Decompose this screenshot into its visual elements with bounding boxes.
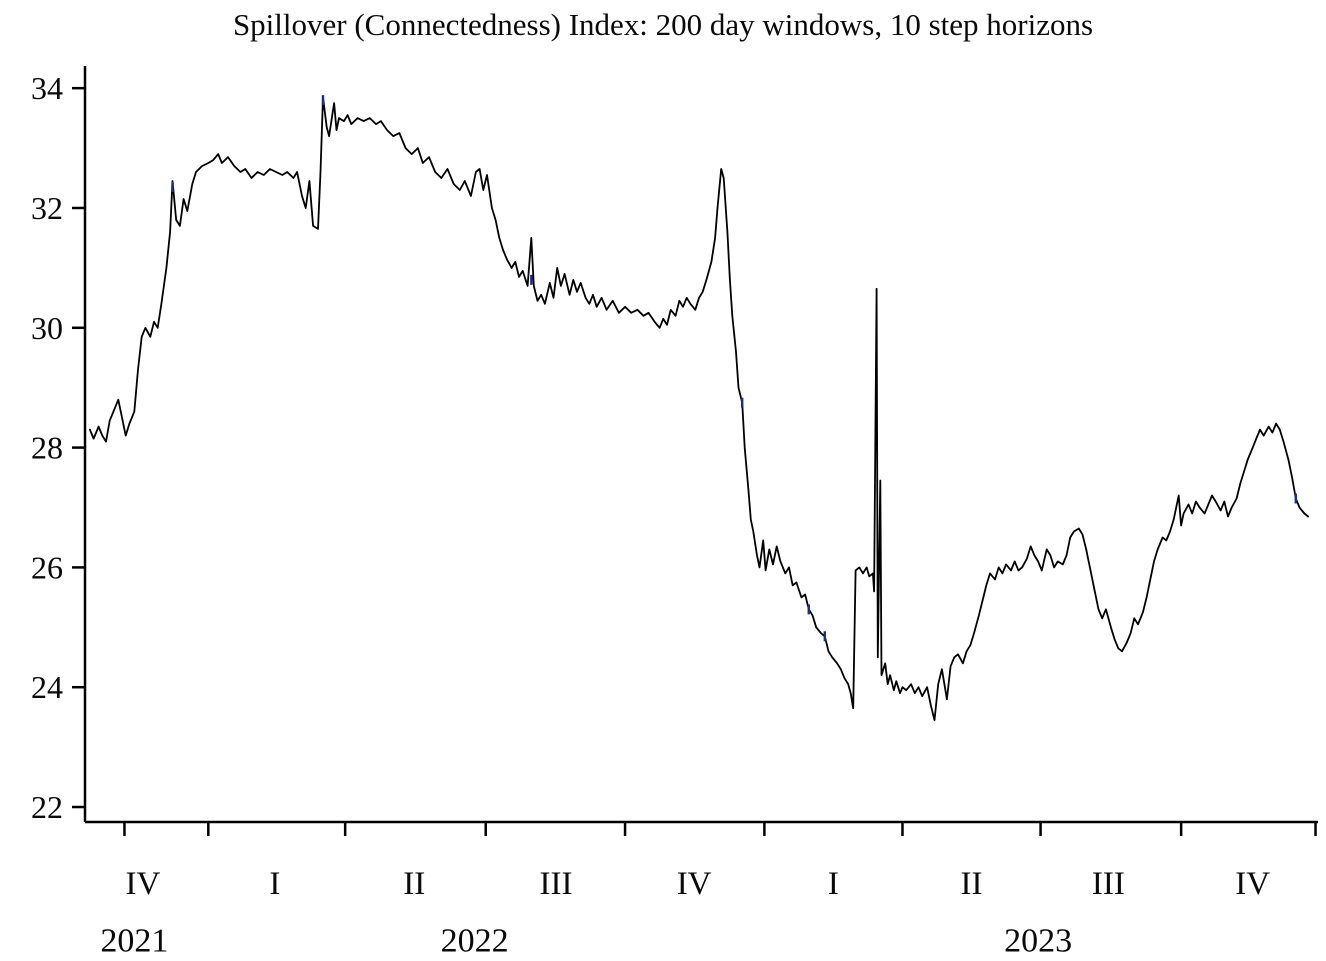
x-quarter-label: III xyxy=(1092,866,1125,902)
x-quarter-label: III xyxy=(540,866,573,902)
y-tick-label: 24 xyxy=(31,669,63,705)
y-tick-label: 32 xyxy=(31,190,63,226)
highlight-marks xyxy=(171,95,1298,642)
x-quarter-label: IV xyxy=(677,866,712,902)
x-year-label: 2021 xyxy=(100,923,168,960)
x-year-label: 2022 xyxy=(441,923,509,960)
y-tick-label: 26 xyxy=(31,549,63,585)
series-line xyxy=(89,96,1309,722)
axes xyxy=(83,66,1318,824)
x-quarter-label: IV xyxy=(126,866,161,902)
y-tick-label: 22 xyxy=(31,789,63,825)
x-year-label: 2023 xyxy=(1004,923,1072,960)
y-tick-label: 30 xyxy=(31,310,63,346)
x-quarter-label: I xyxy=(269,866,280,902)
chart-title: Spillover (Connectedness) Index: 200 day… xyxy=(232,7,1094,42)
x-quarter-label: IV xyxy=(1235,866,1270,902)
y-tick-label: 34 xyxy=(31,70,63,106)
y-axis: 22 24 26 28 30 32 34 xyxy=(31,70,85,825)
y-tick-label: 28 xyxy=(31,430,63,466)
x-quarter-label: I xyxy=(828,866,839,902)
x-quarter-label: II xyxy=(403,866,425,902)
x-quarter-label: II xyxy=(961,866,983,902)
